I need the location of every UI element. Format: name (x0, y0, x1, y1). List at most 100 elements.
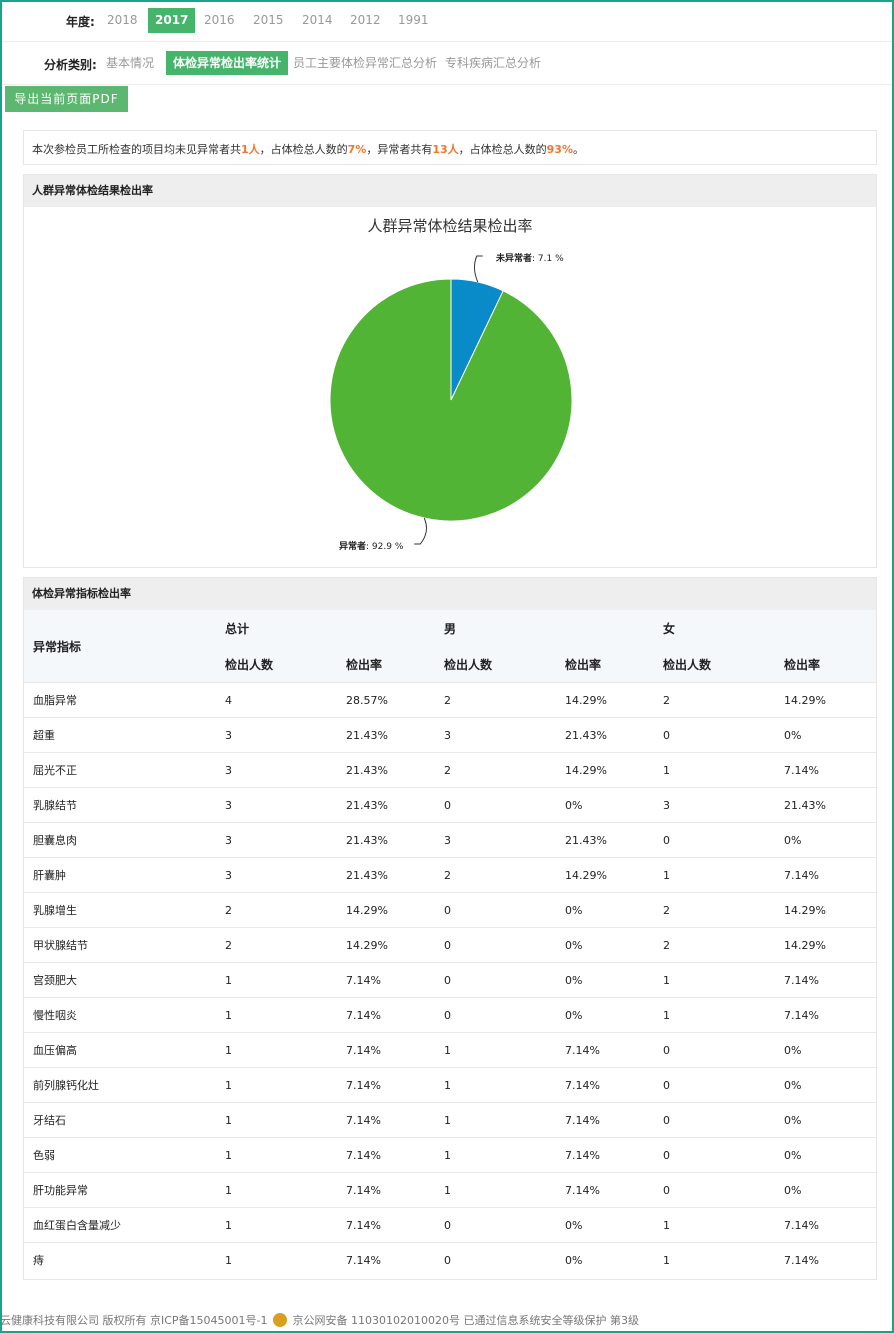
category-option[interactable]: 专科疾病汇总分析 (445, 56, 542, 70)
year-option[interactable]: 2015 (253, 13, 284, 27)
export-pdf-button[interactable]: 导出当前页面PDF (5, 86, 128, 112)
value-cell: 0 (435, 997, 557, 1033)
value-cell: 2 (216, 927, 337, 963)
sub-rate: 检出率 (784, 657, 821, 672)
value-cell: 0% (556, 1242, 655, 1277)
table-row: 肝功能异常 1 7.14% 1 7.14% 0 0% (24, 1172, 877, 1208)
value-cell: 14.29% (556, 682, 655, 718)
table-row: 甲状腺结节 2 14.29% 0 0% 2 14.29% (24, 927, 877, 963)
sub-rate: 检出率 (346, 657, 383, 672)
sub-rate: 检出率 (565, 657, 602, 672)
table-row: 屈光不正 3 21.43% 2 14.29% 1 7.14% (24, 752, 877, 788)
year-option[interactable]: 2017 (148, 8, 196, 33)
value-cell: 21.43% (337, 752, 436, 788)
value-cell: 0 (435, 1207, 557, 1243)
value-cell: 3 (216, 822, 337, 858)
value-cell: 7.14% (775, 1242, 877, 1277)
indicator-cell: 血压偏高 (24, 1032, 216, 1068)
indicator-cell: 血红蛋白含量减少 (24, 1207, 216, 1243)
value-cell: 3 (216, 857, 337, 893)
value-cell: 1 (216, 1032, 337, 1068)
category-filter-label: 分析类别: (44, 58, 97, 72)
value-cell: 0 (654, 1102, 776, 1138)
value-cell: 2 (435, 857, 557, 893)
table-row: 慢性咽炎 1 7.14% 0 0% 1 7.14% (24, 997, 877, 1033)
value-cell: 7.14% (556, 1067, 655, 1103)
table-row: 前列腺钙化灶 1 7.14% 1 7.14% 0 0% (24, 1067, 877, 1103)
value-cell: 7.14% (775, 857, 877, 893)
value-cell: 7.14% (775, 997, 877, 1033)
value-cell: 7.14% (337, 997, 436, 1033)
value-cell: 1 (216, 1207, 337, 1243)
value-cell: 0 (435, 892, 557, 928)
value-cell: 2 (435, 752, 557, 788)
value-cell: 21.43% (337, 857, 436, 893)
value-cell: 3 (216, 717, 337, 753)
footer-security: 京公网安备 11030102010020号 已通过信息系统安全等级保护 第3级 (292, 1314, 639, 1327)
value-cell: 1 (216, 1172, 337, 1208)
value-cell: 0% (775, 822, 877, 858)
category-option[interactable]: 体检异常检出率统计 (166, 51, 289, 75)
value-cell: 7.14% (775, 1207, 877, 1243)
value-cell: 0% (556, 997, 655, 1033)
year-option[interactable]: 2014 (302, 13, 333, 27)
indicator-cell: 超重 (24, 717, 216, 753)
category-filter-row: 分析类别: 基本情况 体检异常检出率统计 员工主要体检异常汇总分析 专科疾病汇总分析 (0, 51, 890, 75)
year-option[interactable]: 2016 (204, 13, 235, 27)
indicator-cell: 甲状腺结节 (24, 927, 216, 963)
value-cell: 7.14% (775, 752, 877, 788)
value-cell: 21.43% (556, 717, 655, 753)
value-cell: 7.14% (337, 1067, 436, 1103)
value-cell: 7.14% (337, 1032, 436, 1068)
value-cell: 1 (435, 1172, 557, 1208)
indicator-cell: 痔 (24, 1242, 216, 1277)
indicator-cell: 乳腺增生 (24, 892, 216, 928)
divider (2, 41, 892, 42)
table-row: 血脂异常 4 28.57% 2 14.29% 2 14.29% (24, 682, 877, 718)
value-cell: 0 (654, 1067, 776, 1103)
category-option[interactable]: 基本情况 (106, 56, 155, 70)
indicator-cell: 前列腺钙化灶 (24, 1067, 216, 1103)
abnormal-percent: 93% (546, 143, 573, 156)
footer: 云健康科技有限公司 版权所有 京ICP备15045001号-1 京公网安备 11… (0, 1312, 890, 1328)
indicator-cell: 色弱 (24, 1137, 216, 1173)
indicator-cell: 牙结石 (24, 1102, 216, 1138)
summary-part: ，占体检总人数的 (458, 143, 547, 156)
value-cell: 0 (654, 717, 776, 753)
year-option[interactable]: 1991 (398, 13, 429, 27)
sub-count: 检出人数 (444, 657, 493, 672)
leader-line (474, 255, 483, 283)
value-cell: 1 (654, 962, 776, 998)
chart-title: 人群异常体检结果检出率 (367, 217, 533, 235)
indicator-cell: 血脂异常 (24, 682, 216, 718)
pie-panel-header: 人群异常体检结果检出率 (24, 175, 876, 207)
indicator-cell: 胆囊息肉 (24, 822, 216, 858)
pie-slice-1[interactable] (329, 278, 573, 522)
value-cell: 2 (654, 927, 776, 963)
value-cell: 2 (654, 682, 776, 718)
table-row: 痔 1 7.14% 0 0% 1 7.14% (24, 1242, 877, 1277)
sub-count: 检出人数 (663, 657, 712, 672)
value-cell: 0% (775, 1102, 877, 1138)
value-cell: 0% (556, 892, 655, 928)
indicator-cell: 乳腺结节 (24, 787, 216, 823)
value-cell: 1 (654, 857, 776, 893)
value-cell: 4 (216, 682, 337, 718)
leader-line (414, 517, 427, 545)
pie-chart (329, 255, 573, 545)
group-female: 女 (663, 621, 676, 636)
normal-count: 1人 (241, 143, 260, 156)
pie-label-abnormal: 异常者: 92.9 % (339, 542, 404, 552)
table-row: 乳腺结节 3 21.43% 0 0% 3 21.43% (24, 787, 877, 823)
value-cell: 1 (216, 1242, 337, 1277)
value-cell: 1 (435, 1102, 557, 1138)
table-row: 血压偏高 1 7.14% 1 7.14% 0 0% (24, 1032, 877, 1068)
value-cell: 0 (435, 787, 557, 823)
value-cell: 21.43% (337, 822, 436, 858)
year-option[interactable]: 2018 (107, 13, 138, 27)
value-cell: 1 (654, 1207, 776, 1243)
value-cell: 21.43% (337, 717, 436, 753)
year-option[interactable]: 2012 (350, 13, 381, 27)
value-cell: 0% (775, 1137, 877, 1173)
category-option[interactable]: 员工主要体检异常汇总分析 (293, 56, 438, 70)
